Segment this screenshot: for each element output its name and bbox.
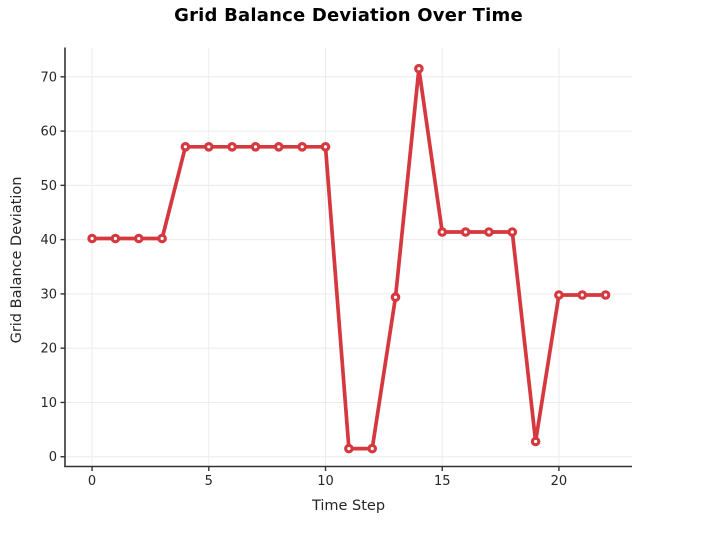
y-tick-label: 40 [40, 233, 57, 248]
data-point-marker [390, 292, 401, 303]
data-point-marker [530, 436, 541, 447]
data-point-marker [344, 443, 354, 454]
y-tick-label: 70 [40, 70, 57, 85]
x-tick-label: 5 [205, 474, 213, 489]
data-point-marker [134, 233, 144, 244]
data-point-marker [414, 63, 424, 74]
x-tick-label: 20 [551, 474, 568, 489]
data-point-marker [227, 142, 237, 152]
x-tick-label: 10 [317, 474, 334, 489]
y-tick-label: 20 [40, 342, 57, 357]
data-point-marker [507, 227, 518, 237]
data-point-marker [273, 142, 284, 152]
data-point-marker [600, 290, 611, 300]
data-point-marker [437, 227, 448, 237]
data-point-marker [484, 227, 494, 237]
data-point-marker [367, 443, 378, 454]
data-point-marker [460, 227, 471, 237]
y-axis-title-text: Grid Balance Deviation [9, 176, 25, 344]
data-point-marker [87, 233, 97, 244]
data-point-marker [204, 142, 214, 152]
y-tick-label: 10 [40, 396, 57, 411]
y-tick-label: 60 [40, 125, 57, 140]
data-point-marker [297, 142, 308, 152]
data-point-marker [320, 142, 331, 152]
x-tick-label: 0 [88, 474, 96, 489]
x-tick-label: 15 [434, 474, 451, 489]
data-point-marker [250, 142, 261, 152]
x-axis-title: Time Step [311, 498, 386, 514]
y-tick-label: 0 [49, 450, 57, 465]
data-point-marker [110, 233, 121, 244]
y-tick-label: 50 [40, 179, 57, 194]
data-point-marker [577, 290, 588, 300]
data-point-marker [554, 290, 564, 300]
chart-title: Grid Balance Deviation Over Time [174, 5, 523, 26]
y-tick-label: 30 [40, 287, 57, 302]
data-point-marker [180, 142, 191, 152]
data-point-marker [157, 233, 167, 244]
